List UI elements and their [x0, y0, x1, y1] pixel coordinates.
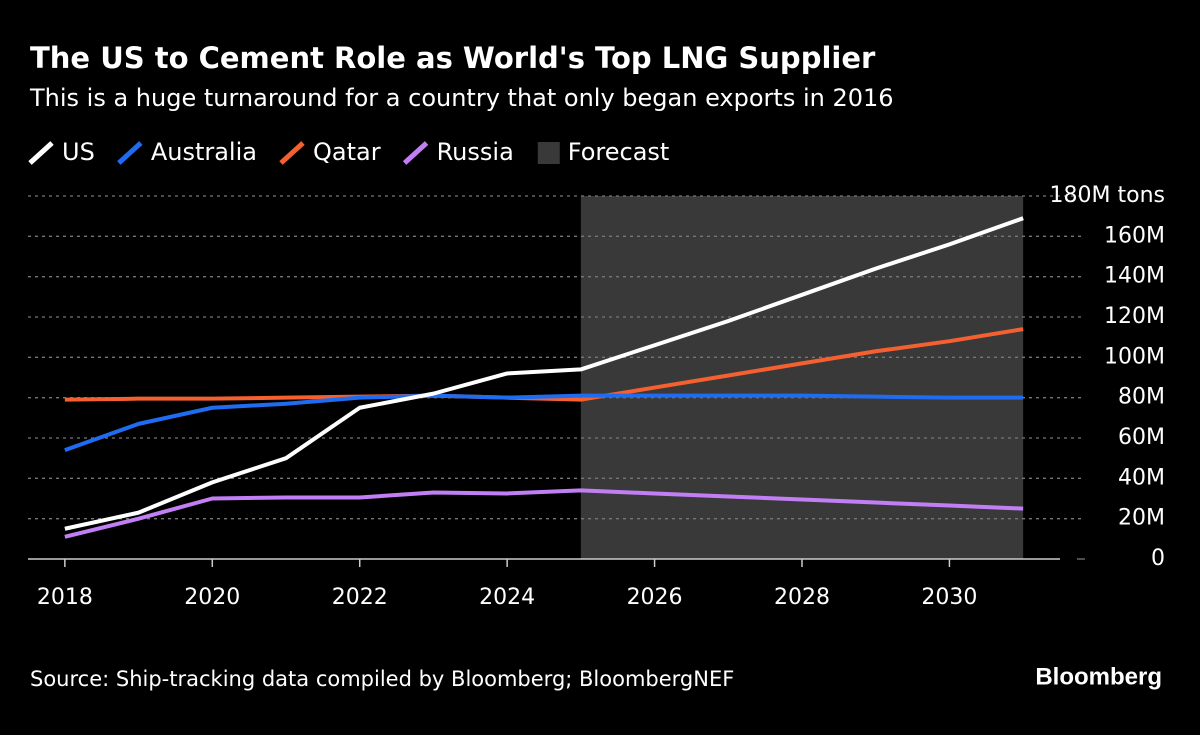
y-tick-label: 40M — [1118, 465, 1165, 490]
chart-subtitle: This is a huge turnaround for a country … — [29, 84, 894, 112]
series-line — [64, 488, 1024, 539]
legend-label: Forecast — [568, 138, 670, 166]
y-tick-label: 160M — [1104, 223, 1165, 248]
y-tick-label: 180M tons — [1050, 183, 1165, 208]
y-tick-label: 100M — [1104, 344, 1165, 369]
series-line — [64, 327, 1024, 402]
chart-title: The US to Cement Role as World's Top LNG… — [30, 41, 876, 75]
y-tick-label: 140M — [1104, 264, 1165, 289]
x-tick-label: 2024 — [479, 585, 535, 610]
y-tick-label: 20M — [1118, 506, 1165, 531]
x-tick-label: 2026 — [627, 585, 683, 610]
y-tick-label: 120M — [1104, 304, 1165, 329]
x-tick-label: 2020 — [184, 585, 240, 610]
x-tick-label: 2028 — [774, 585, 830, 610]
source: Source: Ship-tracking data compiled by B… — [30, 667, 734, 691]
series-line — [64, 216, 1024, 531]
legend-swatch — [537, 142, 560, 164]
legend-label: US — [62, 138, 95, 166]
legend-swatch — [279, 141, 305, 165]
legend-swatch — [28, 141, 54, 165]
x-tick-label: 2022 — [332, 585, 388, 610]
x-tick-label: 2018 — [37, 585, 93, 610]
legend-swatch — [402, 141, 429, 165]
y-tick-label: 80M — [1118, 385, 1165, 410]
x-tick-label: 2030 — [921, 585, 977, 610]
legend-swatch — [117, 141, 143, 165]
y-tick-label: 60M — [1118, 425, 1165, 450]
legend-label: Australia — [151, 138, 257, 166]
y-tick-label: 0 — [1151, 546, 1165, 571]
legend-label: Russia — [437, 138, 514, 166]
brand: Bloomberg — [1035, 663, 1162, 690]
series-line — [64, 393, 1024, 452]
legend-label: Qatar — [313, 138, 381, 166]
